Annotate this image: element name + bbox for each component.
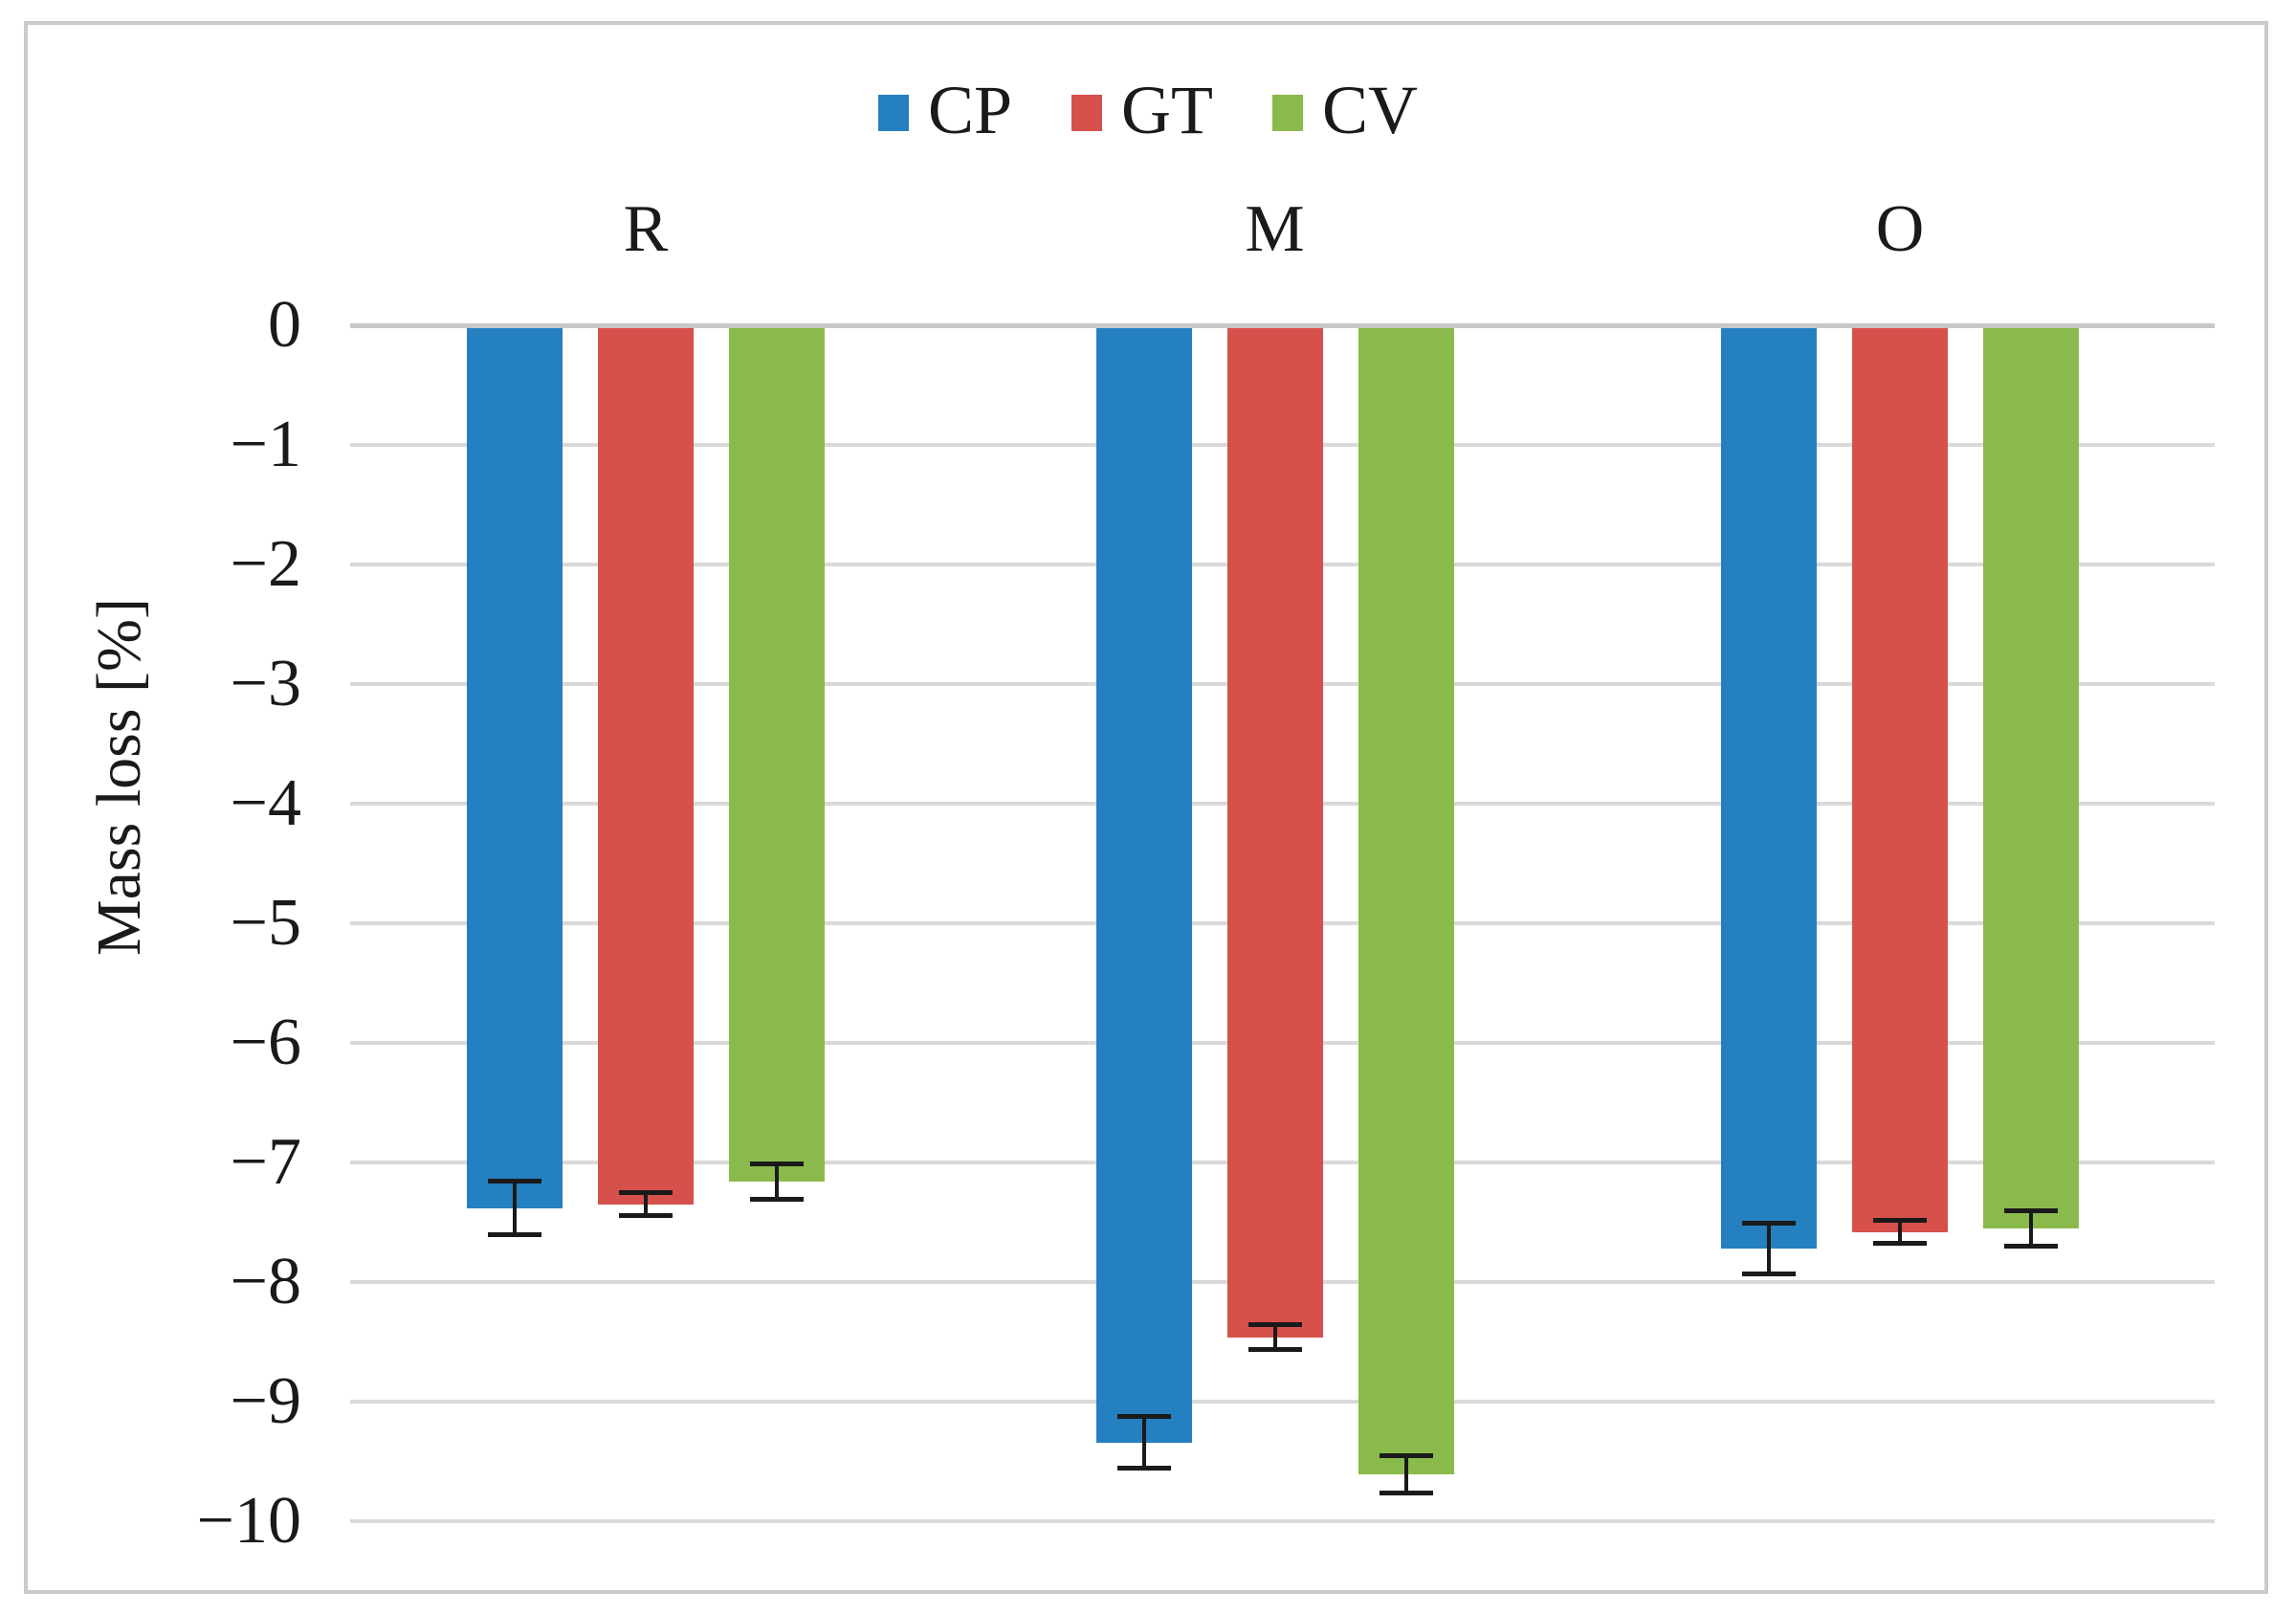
zero-axis-line [350, 323, 2215, 328]
error-cap-bottom-cp-o [1742, 1272, 1796, 1276]
gridline-9 [350, 1400, 2215, 1404]
error-bar-cp-m [1141, 1416, 1146, 1469]
error-cap-top-cp-o [1742, 1221, 1796, 1226]
bar-gt-o [1852, 328, 1948, 1232]
error-cap-top-gt-r [619, 1190, 673, 1195]
error-cap-bottom-gt-r [619, 1213, 673, 1218]
error-cap-top-cv-o [2004, 1208, 2058, 1213]
y-tick-label-3: −3 [230, 647, 301, 720]
error-bar-cv-o [2029, 1210, 2033, 1247]
y-tick-label-5: −5 [230, 886, 301, 960]
legend-item-gt: GT [1071, 76, 1213, 150]
bar-cv-o [1983, 328, 2079, 1228]
category-label-r: R [623, 192, 669, 266]
legend-swatch-gt [1071, 95, 1103, 131]
legend-item-cv: CV [1272, 76, 1418, 150]
category-label-o: O [1875, 192, 1925, 266]
error-bar-cv-m [1403, 1455, 1408, 1493]
gridline-10 [350, 1519, 2215, 1523]
error-cap-top-cp-r [488, 1179, 541, 1184]
y-tick-label-9: −9 [230, 1364, 301, 1438]
legend-swatch-cv [1272, 95, 1304, 131]
error-cap-bottom-cp-m [1116, 1466, 1171, 1471]
bar-cp-o [1721, 328, 1817, 1249]
bar-gt-m [1226, 328, 1323, 1338]
error-bar-gt-r [644, 1192, 648, 1216]
error-bar-gt-o [1898, 1220, 1902, 1244]
y-tick-label-6: −6 [230, 1006, 301, 1079]
legend-label-cp: CP [927, 72, 1013, 148]
error-bar-gt-m [1272, 1324, 1277, 1350]
legend-label-cv: CV [1322, 72, 1419, 148]
y-tick-label-7: −7 [230, 1125, 301, 1199]
legend-label-gt: GT [1121, 72, 1214, 148]
bar-cp-r [467, 328, 563, 1208]
error-cap-bottom-cv-r [750, 1197, 804, 1202]
y-tick-label-10: −10 [196, 1484, 301, 1558]
bar-cv-m [1358, 328, 1454, 1474]
error-cap-bottom-gt-o [1873, 1241, 1927, 1246]
error-cap-top-gt-o [1873, 1218, 1927, 1223]
error-cap-top-gt-m [1247, 1322, 1302, 1327]
bar-gt-r [598, 328, 694, 1205]
category-label-m: M [1245, 192, 1305, 266]
error-cap-top-cv-r [750, 1161, 804, 1166]
error-bar-cv-r [775, 1163, 779, 1200]
bar-cp-m [1095, 328, 1192, 1443]
error-cap-bottom-cv-o [2004, 1244, 2058, 1249]
error-cap-top-cp-m [1116, 1414, 1171, 1419]
error-cap-top-cv-m [1379, 1453, 1433, 1458]
error-cap-bottom-cp-r [488, 1232, 541, 1237]
bar-cv-r [729, 328, 825, 1182]
plot-area [350, 323, 2215, 1523]
y-tick-label-4: −4 [230, 766, 301, 840]
error-bar-cp-r [513, 1181, 517, 1235]
legend-item-cp: CP [877, 72, 1013, 150]
error-cap-bottom-gt-m [1247, 1347, 1302, 1352]
y-tick-label-0: 0 [268, 288, 301, 362]
error-bar-cp-o [1767, 1223, 1771, 1274]
y-tick-label-8: −8 [230, 1245, 301, 1318]
error-cap-bottom-cv-m [1379, 1491, 1433, 1495]
legend-swatch-cp [877, 95, 909, 131]
y-tick-label-2: −2 [230, 527, 301, 601]
y-tick-label-1: −1 [230, 408, 301, 481]
chart-legend: CP GT CV [0, 69, 2296, 157]
